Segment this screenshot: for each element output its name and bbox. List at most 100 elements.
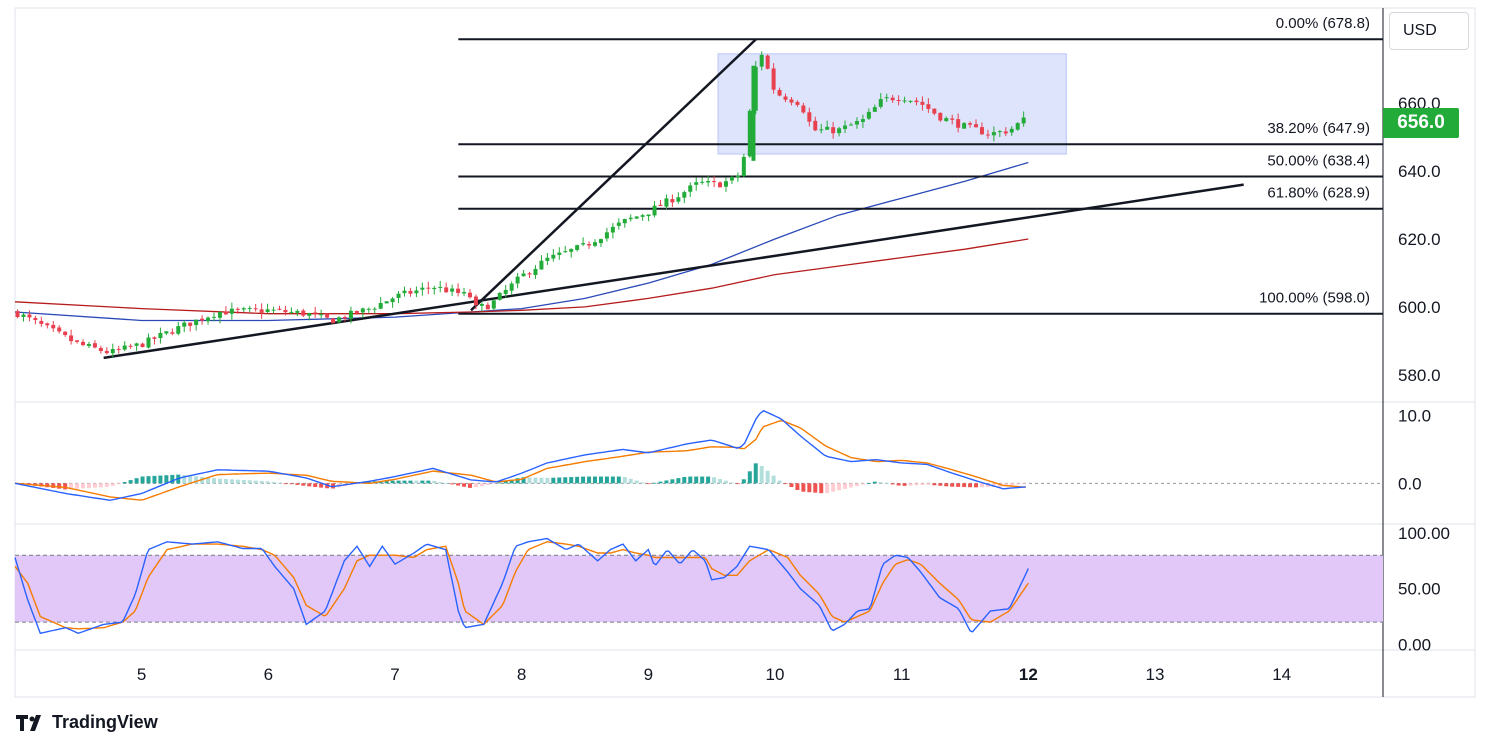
candle	[700, 177, 705, 185]
candle	[997, 130, 1002, 138]
candle-body	[890, 97, 895, 101]
macd-histogram-bar	[122, 482, 127, 484]
candle-body	[307, 313, 312, 316]
macd-histogram-bar	[682, 476, 687, 484]
macd-histogram-bar	[712, 477, 717, 484]
candle-body	[628, 217, 633, 220]
candle-body	[854, 121, 859, 125]
macd-axis-tick: 10.0	[1398, 407, 1431, 426]
macd-signal-line	[14, 420, 1026, 501]
macd-histogram-bar	[63, 483, 68, 490]
macd-histogram-bar	[718, 479, 723, 484]
candle	[598, 238, 603, 247]
candle-body	[206, 317, 211, 322]
macd-histogram-bar	[140, 476, 145, 484]
macd-histogram-bar	[747, 471, 752, 484]
macd-histogram-bar	[914, 483, 919, 486]
candle	[420, 282, 425, 296]
macd-histogram-bar	[813, 483, 818, 493]
candle	[920, 96, 925, 111]
candle	[515, 273, 520, 289]
candle-body	[533, 268, 538, 276]
candle-body	[849, 124, 853, 126]
macd-histogram-bar	[86, 483, 91, 489]
candle-body	[819, 129, 824, 131]
macd-histogram-bar	[997, 483, 1002, 487]
candle	[682, 190, 687, 204]
candle	[759, 51, 764, 71]
candle-body	[932, 108, 937, 114]
candle	[866, 108, 871, 121]
candle	[432, 285, 437, 295]
macd-histogram-bar	[872, 481, 877, 484]
time-axis-tick: 11	[893, 665, 911, 684]
candle	[366, 307, 371, 313]
macd-histogram-bar	[664, 480, 669, 484]
candle-body	[396, 293, 401, 298]
candle	[45, 322, 50, 329]
candle-body	[450, 288, 455, 292]
candle	[723, 177, 728, 192]
candle	[122, 341, 127, 352]
time-axis-tick: 14	[1272, 665, 1291, 684]
candle	[81, 339, 86, 347]
candle	[265, 303, 270, 314]
macd-histogram-bar	[408, 480, 413, 484]
candle	[771, 63, 776, 94]
candle	[979, 122, 984, 135]
candle	[69, 329, 74, 345]
macd-histogram-bar	[860, 483, 865, 485]
candle	[676, 192, 681, 204]
macd-histogram-bar	[706, 476, 711, 484]
candle	[616, 218, 621, 230]
tradingview-logo[interactable]: TradingView	[16, 712, 158, 733]
macd-histogram-bar	[253, 480, 258, 484]
candle-body	[176, 326, 181, 334]
candle-body	[57, 327, 62, 332]
candle	[342, 315, 347, 322]
candle-body	[69, 335, 74, 342]
time-axis-tick: 6	[264, 665, 273, 684]
macd-histogram-bar	[723, 480, 728, 484]
macd-histogram-bar	[271, 481, 276, 484]
fib-level-label: 100.00% (598.0)	[1259, 290, 1370, 307]
candle-body	[271, 309, 276, 311]
macd-histogram-bar	[116, 483, 121, 485]
macd-histogram-bar	[497, 482, 502, 484]
candle	[462, 287, 467, 297]
candle	[860, 114, 865, 128]
candle-body	[313, 312, 318, 314]
candle	[652, 201, 657, 218]
time-axis-tick: 7	[390, 665, 399, 684]
macd-histogram-bar	[158, 475, 163, 484]
time-axis-tick: 12	[1019, 665, 1038, 684]
candle	[521, 269, 526, 277]
macd-histogram-bar	[206, 477, 211, 484]
candle-body	[15, 311, 20, 318]
candle	[747, 109, 752, 158]
stochastic-pane[interactable]	[14, 537, 1383, 635]
currency-selector[interactable]: USD	[1389, 12, 1469, 50]
macd-pane[interactable]	[14, 409, 1383, 502]
candle	[438, 281, 443, 293]
macd-histogram-bar	[777, 480, 782, 484]
price-pane[interactable]: 0.00% (678.8) 38.20% (647.9) 50.00% (638.4…	[14, 15, 1383, 360]
candle	[104, 347, 109, 355]
candle	[765, 54, 770, 70]
macd-histogram-bar	[753, 463, 758, 484]
candle-body	[777, 89, 782, 96]
candle-body	[670, 199, 675, 203]
macd-histogram-bar	[533, 477, 538, 484]
candle-body	[420, 287, 425, 290]
candle-body	[771, 68, 776, 90]
candle-body	[634, 216, 639, 219]
candle-body	[807, 112, 812, 122]
candle	[622, 218, 627, 228]
candle-body	[467, 292, 472, 298]
candle	[146, 333, 151, 349]
candle-body	[372, 308, 377, 310]
candle-body	[676, 197, 681, 202]
macd-histogram-bar	[551, 477, 556, 484]
price-axis-tick: 620.0	[1398, 230, 1441, 249]
